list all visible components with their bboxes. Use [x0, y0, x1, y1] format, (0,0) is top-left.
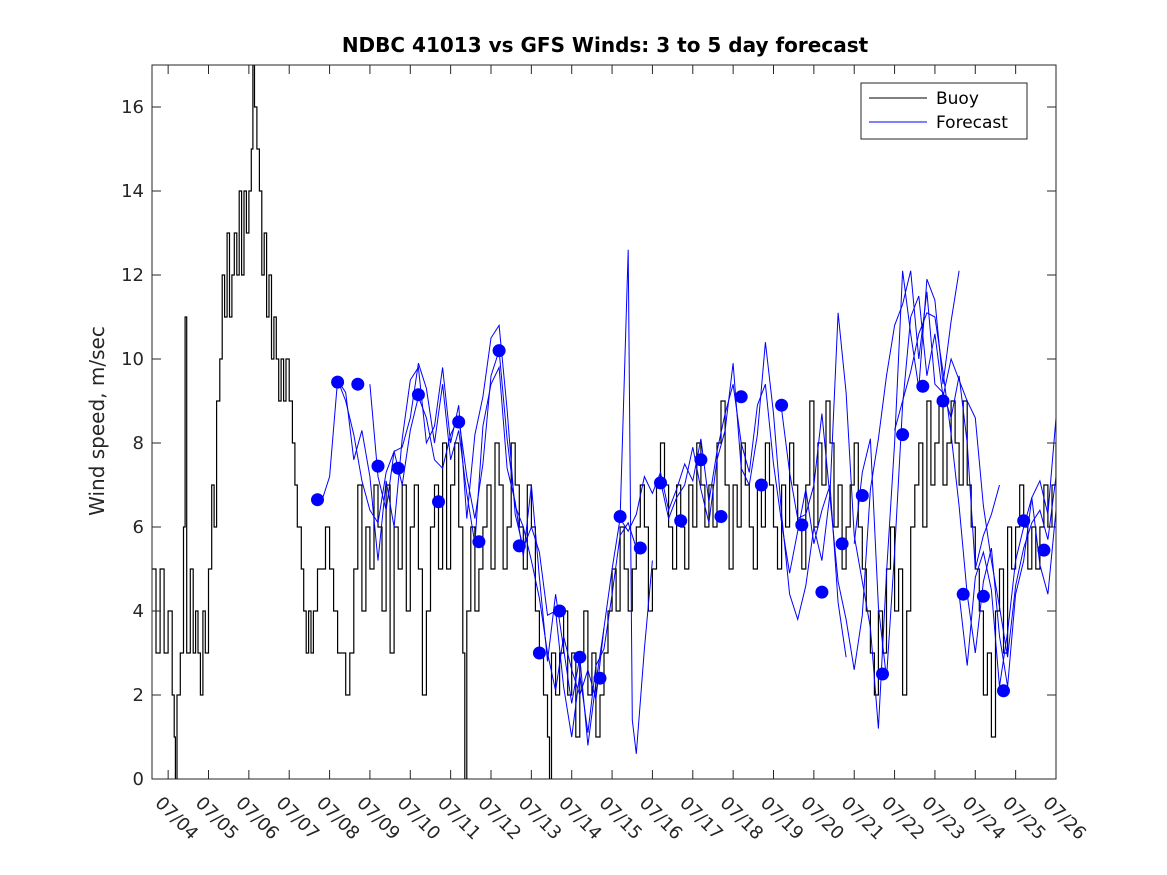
forecast-marker	[351, 377, 365, 391]
x-tick-label: 07/20	[796, 793, 848, 845]
legend-buoy-label: Buoy	[936, 89, 979, 109]
x-tick-label: 07/21	[837, 793, 889, 845]
x-tick-label: 07/04	[151, 793, 203, 845]
forecast-line	[660, 270, 960, 729]
forecast-marker	[432, 495, 445, 509]
x-tick-label: 07/12	[473, 793, 525, 845]
x-tick-label: 07/11	[433, 793, 485, 845]
y-tick-label: 8	[133, 433, 144, 454]
forecast-marker	[311, 493, 324, 507]
y-tick-label: 4	[133, 601, 144, 622]
x-tick-label: 07/13	[514, 793, 566, 845]
forecast-line	[337, 323, 637, 738]
x-tick-label: 07/18	[716, 793, 768, 845]
forecast-line	[321, 350, 605, 700]
x-tick-label: 07/09	[352, 793, 404, 845]
y-tick-label: 2	[133, 685, 144, 706]
forecast-marker	[855, 489, 869, 502]
x-tick-label: 07/25	[998, 793, 1050, 845]
forecast-marker	[472, 535, 486, 549]
x-tick-label: 07/22	[877, 793, 929, 845]
forecast-marker	[613, 510, 627, 523]
x-tick-label: 07/24	[958, 793, 1010, 845]
forecast-marker	[936, 394, 950, 408]
x-tick-label: 07/06	[231, 793, 283, 845]
forecast-marker	[331, 375, 345, 389]
y-axis: 0 2 4 6 8 10 12 14 16	[121, 97, 1056, 790]
forecast-marker	[492, 344, 506, 358]
x-tick-label: 07/07	[272, 793, 324, 845]
forecast-marker	[553, 604, 567, 618]
y-tick-label: 0	[133, 769, 144, 790]
y-tick-label: 10	[121, 349, 144, 370]
forecast-marker	[411, 388, 425, 402]
forecast-marker	[1017, 514, 1031, 528]
buoy-series	[152, 65, 1056, 779]
buoy-line	[152, 65, 1056, 779]
forecast-marker	[391, 461, 405, 475]
legend: Buoy Forecast	[860, 82, 1028, 140]
forecast-marker	[452, 415, 466, 429]
forecast-line	[958, 497, 1056, 687]
forecast-marker	[976, 589, 990, 603]
forecast-marker	[916, 379, 930, 393]
forecast-marker	[532, 646, 546, 660]
forecast-marker	[371, 459, 385, 473]
forecast-marker	[754, 478, 768, 492]
forecast-marker	[694, 453, 708, 467]
forecast-line	[369, 249, 653, 754]
x-tick-label: 07/17	[675, 793, 727, 845]
x-tick-label: 07/14	[554, 793, 606, 845]
x-tick-label: 07/23	[917, 793, 969, 845]
forecast-marker	[734, 390, 748, 404]
legend-forecast-label: Forecast	[936, 113, 1008, 133]
x-tick-label: 07/10	[393, 793, 445, 845]
forecast-marker	[775, 398, 789, 412]
forecast-line	[781, 270, 1000, 670]
x-tick-label: 07/19	[756, 793, 808, 845]
x-tick-label: 07/15	[595, 793, 647, 845]
x-tick-label: 07/26	[1038, 793, 1090, 845]
forecast-marker	[593, 671, 607, 685]
forecast-marker	[512, 539, 526, 553]
x-tick-label: 07/05	[191, 793, 243, 845]
plot-frame	[151, 64, 1057, 780]
forecast-line	[853, 295, 1056, 679]
forecast-marker	[835, 537, 849, 551]
legend-box	[860, 82, 1028, 140]
y-tick-label: 14	[121, 181, 144, 202]
forecast-marker	[714, 510, 728, 523]
forecast-marker	[1037, 543, 1051, 557]
forecast-marker	[674, 514, 688, 528]
x-tick-label: 07/08	[312, 793, 364, 845]
forecast-marker	[896, 428, 910, 442]
forecast-markers	[311, 344, 1051, 698]
forecast-marker	[573, 650, 587, 664]
forecast-marker	[633, 541, 647, 555]
forecast-marker	[654, 476, 667, 490]
y-axis-label: Wind speed, m/sec	[85, 326, 109, 516]
forecast-marker	[815, 585, 829, 599]
forecast-series	[321, 249, 1056, 754]
forecast-marker	[876, 667, 889, 681]
forecast-marker	[956, 587, 970, 601]
y-tick-label: 16	[121, 97, 144, 118]
forecast-marker	[997, 684, 1010, 698]
chart-title: NDBC 41013 vs GFS Winds: 3 to 5 day fore…	[342, 33, 869, 57]
forecast-marker	[795, 518, 809, 532]
y-tick-label: 12	[121, 265, 144, 286]
x-tick-label: 07/16	[635, 793, 687, 845]
y-tick-label: 6	[133, 517, 144, 538]
